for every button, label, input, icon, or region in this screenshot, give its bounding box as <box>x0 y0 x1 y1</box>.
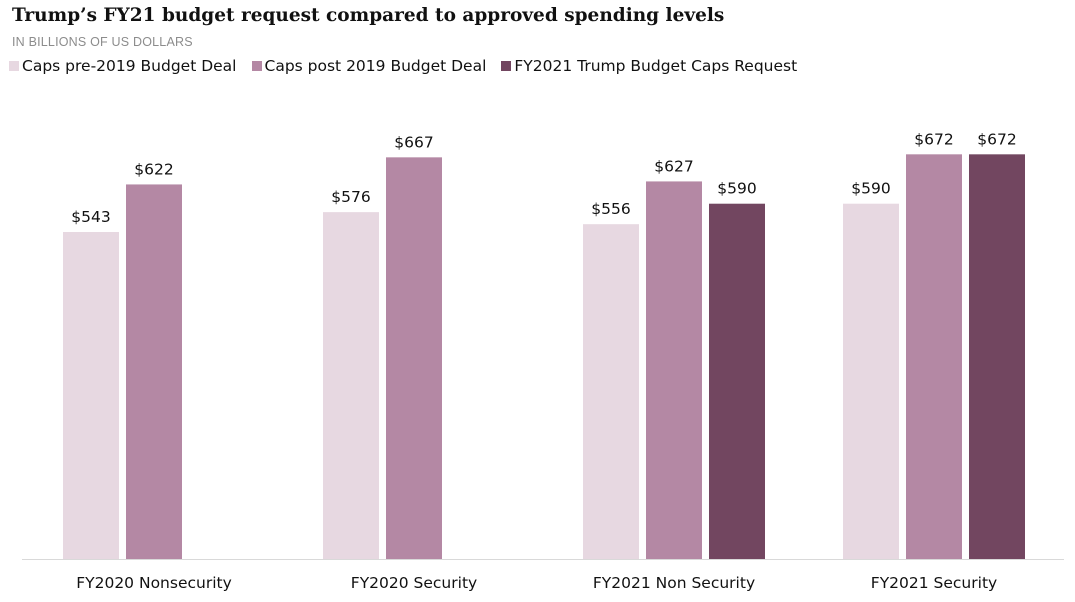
data-label: $590 <box>851 180 890 198</box>
bar <box>969 154 1025 559</box>
legend-item-pre-2019: Caps pre-2019 Budget Deal <box>9 57 237 75</box>
chart-title: Trump’s FY21 budget request compared to … <box>12 5 725 26</box>
data-label: $590 <box>717 180 756 198</box>
data-label: $672 <box>914 130 953 148</box>
chart-legend: Caps pre-2019 Budget Deal Caps post 2019… <box>9 56 812 76</box>
data-label: $556 <box>591 200 630 218</box>
bar <box>323 212 379 559</box>
bar <box>386 157 442 560</box>
legend-label-fy2021-request: FY2021 Trump Budget Caps Request <box>514 57 798 75</box>
bar <box>63 232 119 559</box>
data-label: $627 <box>654 157 693 175</box>
bar <box>906 154 962 559</box>
x-tick-label: FY2020 Security <box>351 574 477 592</box>
x-tick-label: FY2021 Security <box>871 574 997 592</box>
legend-swatch-post-2019 <box>251 61 262 71</box>
data-label: $576 <box>331 188 370 206</box>
data-label: $543 <box>71 208 110 226</box>
bar <box>126 184 182 560</box>
bar <box>646 181 702 559</box>
data-label: $622 <box>134 160 173 178</box>
legend-swatch-pre-2019 <box>9 61 19 71</box>
legend-swatch-fy2021-request <box>501 61 512 71</box>
bar <box>843 203 899 559</box>
chart-subtitle: IN BILLIONS OF US DOLLARS <box>12 35 193 49</box>
data-label: $672 <box>977 130 1016 148</box>
legend-label-post-2019: Caps post 2019 Budget Deal <box>264 57 487 75</box>
legend-item-fy2021-request: FY2021 Trump Budget Caps Request <box>501 57 797 75</box>
x-tick-label: FY2021 Non Security <box>593 574 755 592</box>
legend-label-pre-2019: Caps pre-2019 Budget Deal <box>22 57 237 75</box>
x-tick-label: FY2020 Nonsecurity <box>76 574 232 592</box>
bar <box>709 203 765 559</box>
bar <box>583 224 639 559</box>
data-label: $667 <box>394 133 433 151</box>
legend-item-post-2019: Caps post 2019 Budget Deal <box>251 57 487 75</box>
